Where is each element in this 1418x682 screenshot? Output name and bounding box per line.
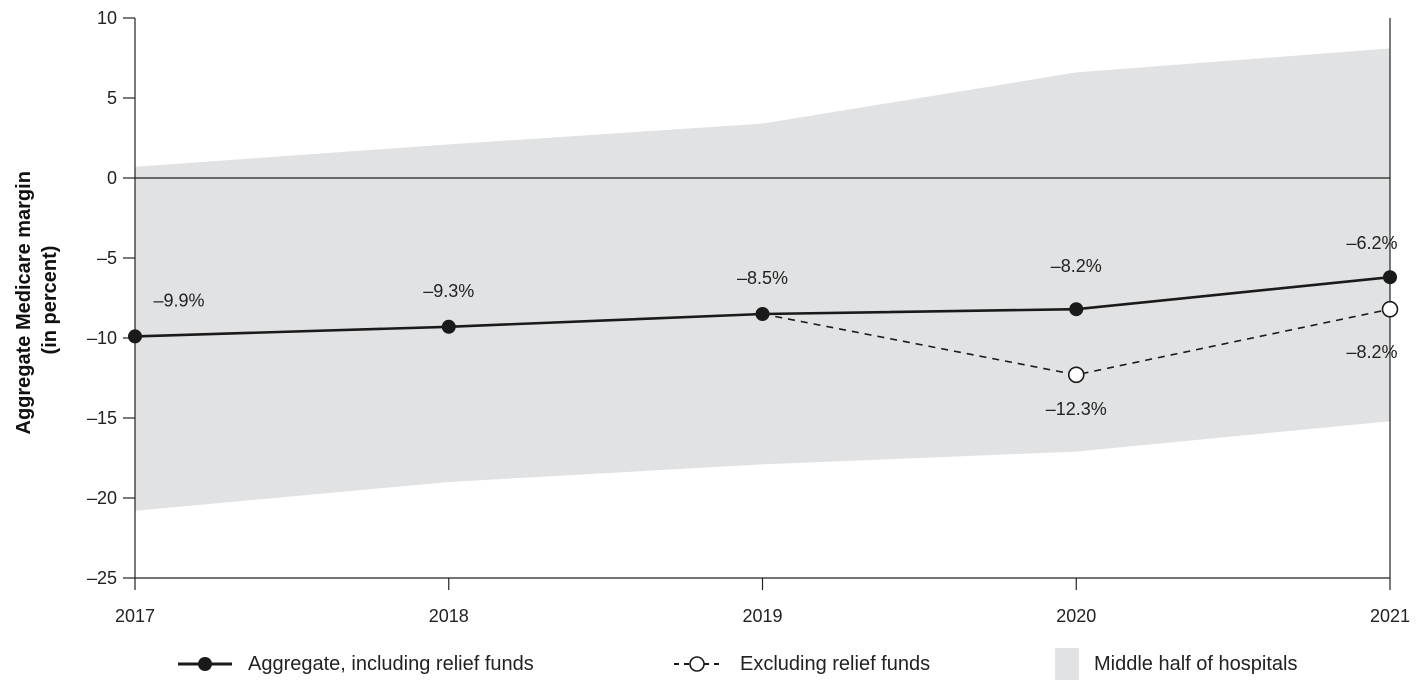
aggregate-point: [1069, 302, 1084, 317]
y-axis-title-line-2: (in percent): [39, 246, 61, 355]
band-swatch-icon: [1055, 648, 1079, 680]
x-tick-label: 2020: [1056, 606, 1096, 626]
y-axis-title: Aggregate Medicare margin (in percent): [13, 166, 61, 435]
aggregate-data-label: –9.3%: [423, 281, 474, 301]
data-label-layer: –9.9% –9.3% –8.5% –8.2% –6.2% –12.3% –8.2%: [153, 233, 1397, 419]
series-layer: [128, 270, 1399, 384]
aggregate-point: [755, 307, 770, 321]
aggregate-data-label: –9.9%: [153, 290, 204, 310]
aggregate-point: [441, 319, 456, 334]
solid-line-filled-marker-icon: [178, 657, 232, 671]
excluding-relief-point: [1067, 366, 1085, 384]
y-tick-label: –20: [87, 488, 117, 508]
x-tick-label: 2019: [742, 606, 782, 626]
aggregate-point: [128, 329, 142, 344]
excluding-data-label: –12.3%: [1046, 399, 1107, 419]
y-tick-label: –25: [87, 568, 117, 588]
y-axis-title-line-1: Aggregate Medicare margin: [13, 171, 35, 434]
y-tick-label: –15: [87, 408, 117, 428]
line-chart: 10 5 0 –5 –10 –15 –20 –25 2017 2018 2019 2020 2021 –…: [13, 8, 1410, 626]
legend: Aggregate, including relief funds Exclud…: [0, 646, 1418, 682]
legend-label-aggregate: Aggregate, including relief funds: [248, 652, 534, 675]
x-tick-label: 2021: [1370, 606, 1410, 626]
excluding-relief-point: [1381, 300, 1399, 318]
aggregate-point: [1383, 270, 1397, 285]
y-tick-label: –5: [97, 248, 117, 268]
aggregate-data-label: –8.5%: [737, 268, 788, 288]
y-tick-label: 10: [97, 8, 117, 28]
legend-label-band: Middle half of hospitals: [1094, 652, 1298, 675]
middle-half-band-layer: [135, 48, 1390, 511]
legend-item-excluding: Excluding relief funds: [672, 646, 930, 682]
dashed-line-open-marker-icon: [674, 656, 720, 672]
legend-item-aggregate: Aggregate, including relief funds: [176, 646, 534, 682]
y-tick-label: 5: [107, 88, 117, 108]
excluding-data-label: –8.2%: [1346, 342, 1397, 362]
legend-item-band: Middle half of hospitals: [1055, 646, 1297, 682]
y-tick-label: 0: [107, 168, 117, 188]
legend-label-excluding: Excluding relief funds: [740, 652, 931, 675]
y-tick-label: –10: [87, 328, 117, 348]
aggregate-data-label: –6.2%: [1346, 233, 1397, 253]
middle-half-band: [135, 48, 1390, 511]
x-tick-label: 2017: [115, 606, 155, 626]
excluding-relief-line: [762, 308, 1391, 376]
axis-layer: 10 5 0 –5 –10 –15 –20 –25 2017 2018 2019 2020 2021: [87, 8, 1410, 626]
aggregate-data-label: –8.2%: [1051, 256, 1102, 276]
x-tick-label: 2018: [429, 606, 469, 626]
